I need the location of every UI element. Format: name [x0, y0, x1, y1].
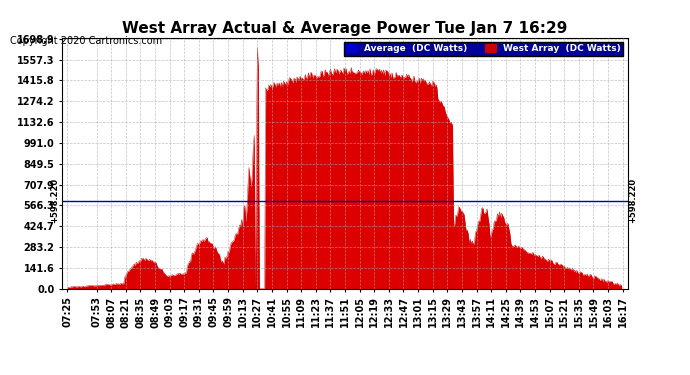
- Text: +598.220: +598.220: [50, 178, 59, 223]
- Title: West Array Actual & Average Power Tue Jan 7 16:29: West Array Actual & Average Power Tue Ja…: [122, 21, 568, 36]
- Text: Copyright 2020 Cartronics.com: Copyright 2020 Cartronics.com: [10, 36, 162, 46]
- Text: +598.220: +598.220: [628, 178, 637, 223]
- Legend: Average  (DC Watts), West Array  (DC Watts): Average (DC Watts), West Array (DC Watts…: [344, 42, 623, 56]
